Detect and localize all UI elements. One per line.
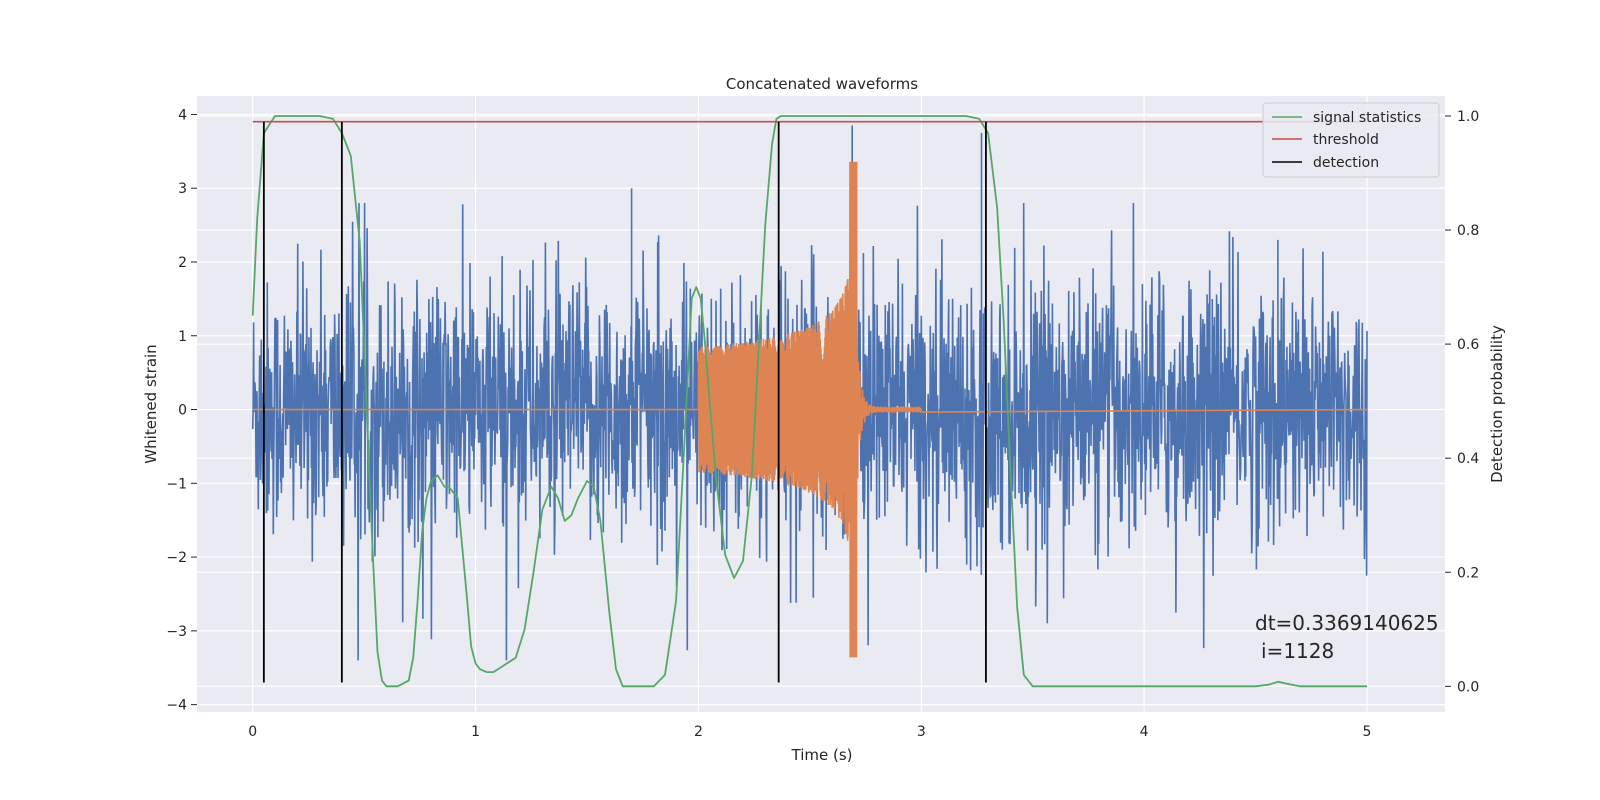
y-tick-label: 3 <box>178 181 187 197</box>
y2-tick-label: 0.4 <box>1457 451 1479 467</box>
legend-label-threshold: threshold <box>1313 132 1379 148</box>
y2-tick-label: 0.0 <box>1457 679 1479 695</box>
annotation-i: i=1128 <box>1261 639 1334 663</box>
legend-label-signal-statistics: signal statistics <box>1313 110 1421 126</box>
y2-tick-label: 0.8 <box>1457 223 1479 239</box>
annotation-dt: dt=0.3369140625 <box>1255 611 1439 635</box>
y-tick-label: 0 <box>178 403 187 419</box>
y-tick-label: −3 <box>166 624 187 640</box>
y-tick-label: −2 <box>166 550 187 566</box>
detection-series <box>262 121 987 683</box>
signal-statistics-line <box>251 115 1367 688</box>
y2-tick-label: 1.0 <box>1457 109 1479 125</box>
legend-box <box>1262 102 1440 178</box>
x-tick-label: 1 <box>471 724 480 740</box>
signal-statistics-series <box>251 115 1367 688</box>
template-series <box>252 161 1368 658</box>
x-axis-label: Time (s) <box>791 746 853 764</box>
x-tick-label: 4 <box>1140 724 1149 740</box>
y-tick-label: 2 <box>178 255 187 271</box>
ticks: 0 1 2 3 4 5 −4 −3 −2 −1 0 1 2 3 4 0.0 0.2 0.4 0.6 0.8 1.0 <box>166 107 1479 740</box>
x-tick-label: 3 <box>917 724 926 740</box>
y2-tick-label: 0.6 <box>1457 337 1479 353</box>
x-tick-label: 0 <box>248 724 257 740</box>
y-tick-label: −4 <box>166 698 187 714</box>
y-tick-label: 4 <box>178 107 187 123</box>
chart-title: Concatenated waveforms <box>726 75 918 93</box>
y2-tick-label: 0.2 <box>1457 565 1479 581</box>
y2-axis-label: Detection probability <box>1488 325 1506 483</box>
x-tick-label: 2 <box>694 724 703 740</box>
y-tick-label: −1 <box>166 476 187 492</box>
y-axis-label: Whitened strain <box>142 344 160 463</box>
y-tick-label: 1 <box>178 329 187 345</box>
x-tick-label: 5 <box>1363 724 1372 740</box>
legend: signal statistics threshold detection <box>1262 102 1440 178</box>
template-line <box>252 161 1368 658</box>
legend-label-detection: detection <box>1313 155 1379 171</box>
